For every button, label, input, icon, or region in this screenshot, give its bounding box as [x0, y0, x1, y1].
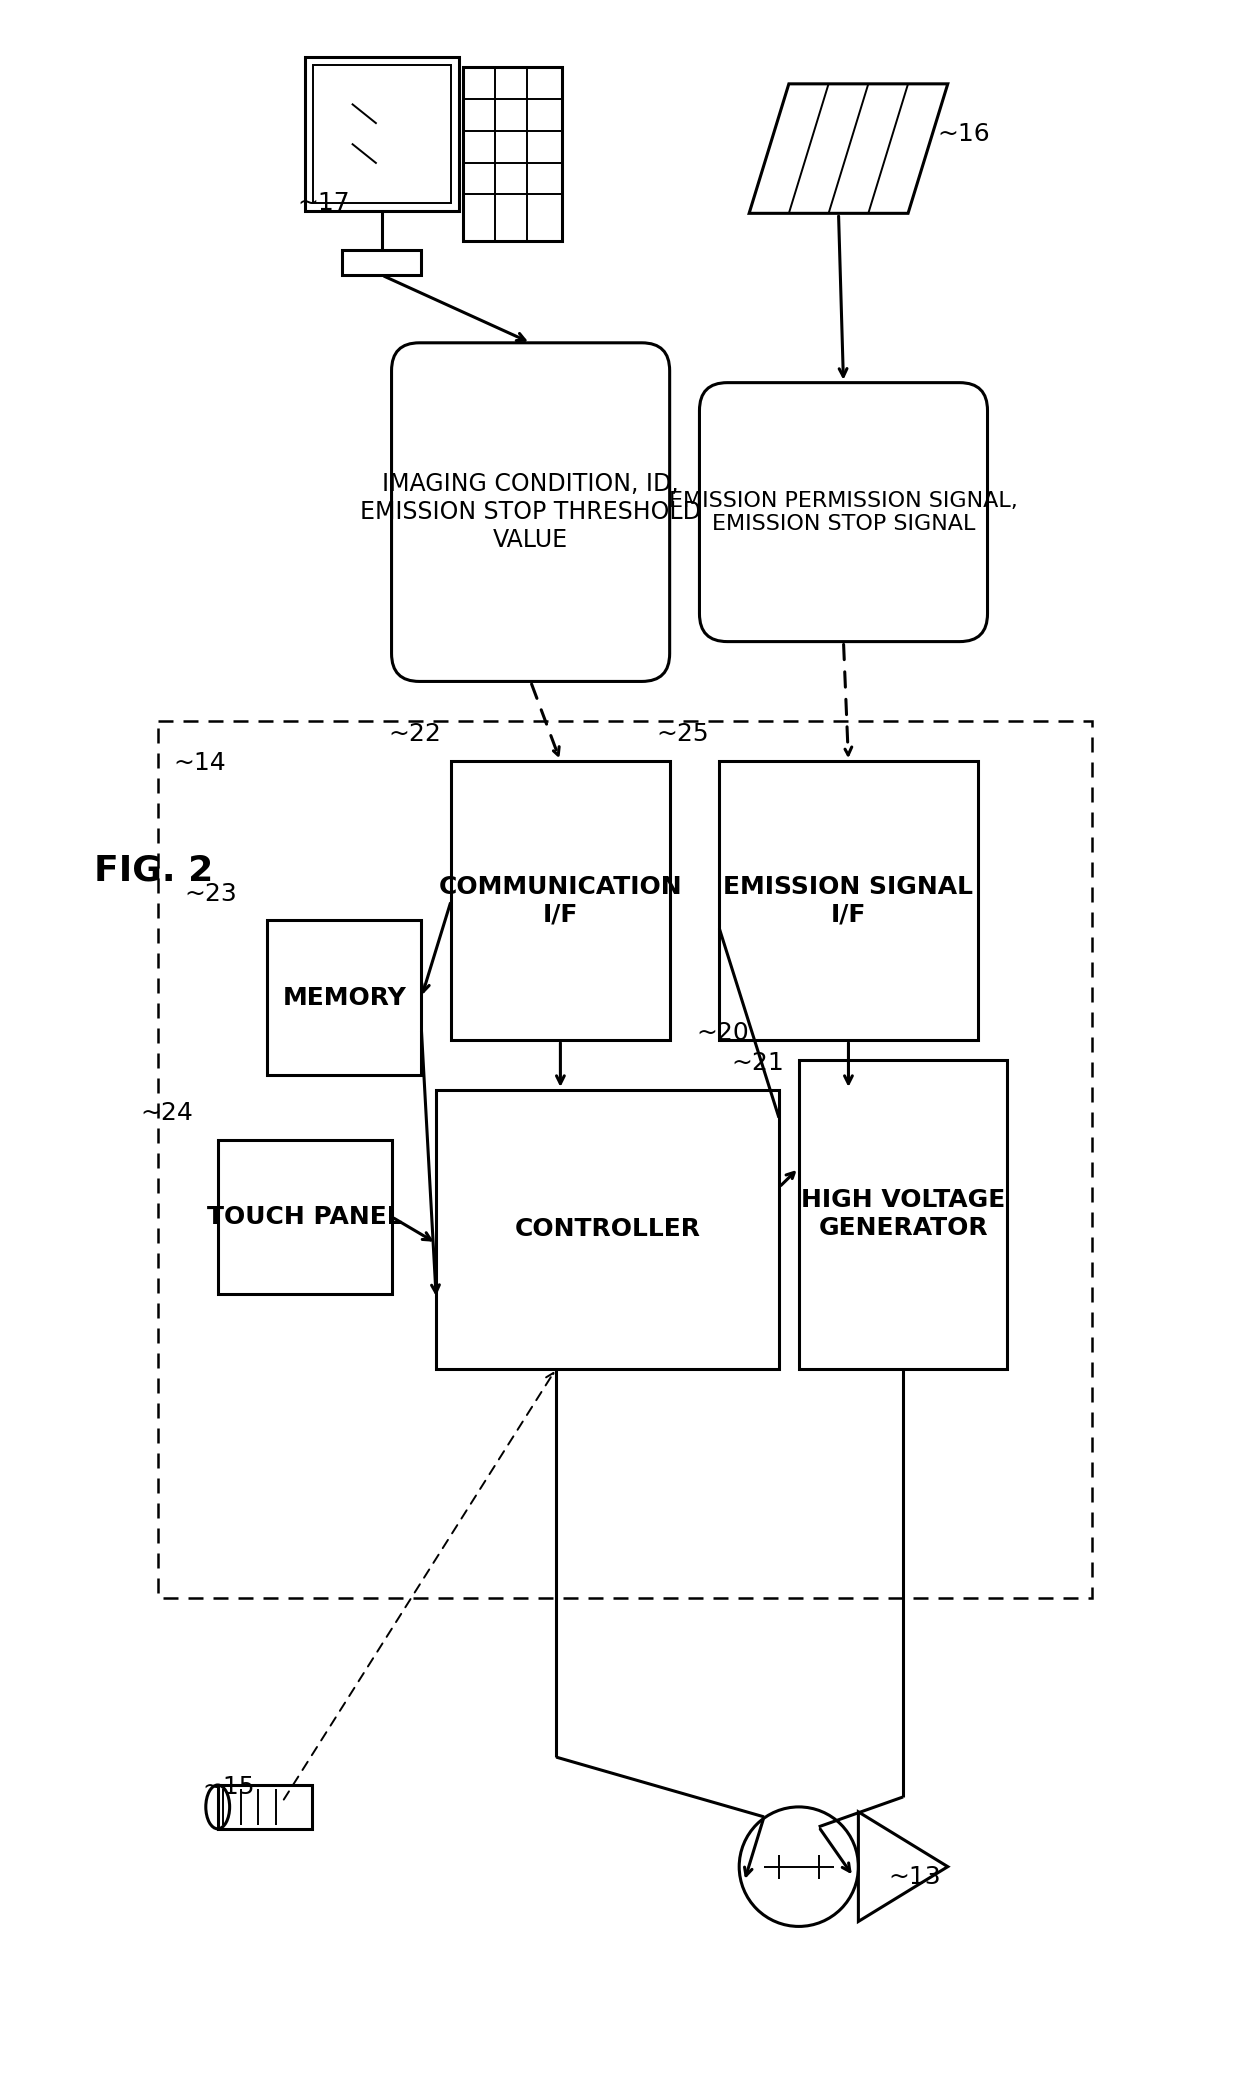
Bar [268, 921, 422, 1074]
Bar [305, 56, 459, 212]
Text: ~21: ~21 [732, 1051, 784, 1074]
Text: ~17: ~17 [298, 191, 350, 216]
Text: IMAGING CONDITION, ID,
EMISSION STOP THRESHOLD
VALUE: IMAGING CONDITION, ID, EMISSION STOP THR… [360, 472, 701, 553]
Bar [312, 64, 451, 204]
Bar [463, 66, 563, 241]
Text: FIG. 2: FIG. 2 [93, 854, 213, 887]
Bar [719, 761, 977, 1039]
Text: ~13: ~13 [888, 1864, 941, 1889]
Text: ~25: ~25 [657, 723, 709, 746]
Text: EMISSION SIGNAL
I/F: EMISSION SIGNAL I/F [723, 875, 973, 927]
FancyBboxPatch shape [699, 382, 987, 642]
Text: TOUCH PANEL: TOUCH PANEL [207, 1205, 403, 1228]
Text: ~14: ~14 [174, 750, 226, 775]
Text: ~20: ~20 [697, 1020, 749, 1045]
Text: EMISSION PERMISSION SIGNAL,
EMISSION STOP SIGNAL: EMISSION PERMISSION SIGNAL, EMISSION STO… [670, 490, 1018, 534]
Text: ~16: ~16 [937, 123, 991, 145]
Text: CONTROLLER: CONTROLLER [515, 1218, 701, 1241]
Text: ~22: ~22 [388, 723, 441, 746]
Bar [218, 1785, 312, 1829]
Bar [436, 1089, 779, 1369]
Text: ~24: ~24 [140, 1101, 193, 1124]
Bar [159, 721, 1091, 1598]
Text: ~23: ~23 [185, 881, 238, 906]
FancyBboxPatch shape [392, 343, 670, 682]
Text: MEMORY: MEMORY [283, 985, 407, 1010]
Bar [218, 1139, 392, 1295]
Bar [799, 1060, 1007, 1369]
Text: COMMUNICATION
I/F: COMMUNICATION I/F [439, 875, 682, 927]
Bar [342, 249, 422, 274]
Text: HIGH VOLTAGE
GENERATOR: HIGH VOLTAGE GENERATOR [801, 1189, 1006, 1241]
Bar [451, 761, 670, 1039]
Text: ~15: ~15 [203, 1775, 255, 1800]
